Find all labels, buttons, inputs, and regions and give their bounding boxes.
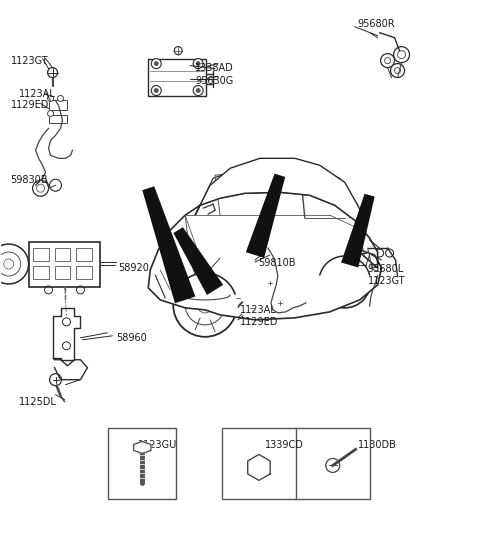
Circle shape (376, 249, 384, 257)
Polygon shape (142, 187, 202, 306)
Circle shape (381, 54, 395, 68)
Bar (29, 242, 100, 287)
Circle shape (274, 271, 278, 276)
Circle shape (268, 295, 278, 305)
Circle shape (277, 309, 282, 315)
Circle shape (339, 276, 351, 288)
Circle shape (384, 57, 391, 64)
Text: 58960: 58960 (116, 333, 147, 343)
Text: 1129ED: 1129ED (240, 317, 278, 327)
Polygon shape (248, 455, 270, 480)
Bar (76, 248, 93, 261)
Circle shape (0, 252, 21, 276)
Circle shape (185, 285, 225, 325)
Circle shape (253, 461, 265, 473)
Text: 1123GT: 1123GT (368, 276, 405, 286)
Polygon shape (173, 227, 228, 299)
Circle shape (291, 303, 301, 313)
Circle shape (49, 179, 61, 191)
Circle shape (58, 95, 63, 101)
Circle shape (0, 244, 29, 284)
Circle shape (347, 245, 353, 251)
Text: 1123AL: 1123AL (240, 305, 277, 315)
Text: 58920: 58920 (119, 263, 149, 273)
Circle shape (319, 256, 371, 308)
Circle shape (193, 86, 203, 95)
Circle shape (395, 68, 400, 73)
Circle shape (256, 465, 262, 470)
Text: 1123GU: 1123GU (138, 440, 178, 450)
Circle shape (48, 110, 54, 116)
Circle shape (48, 95, 54, 101)
Bar (33, 266, 48, 279)
Bar (48, 100, 67, 110)
Bar (55, 248, 71, 261)
Text: 59810B: 59810B (258, 258, 296, 268)
Circle shape (154, 62, 158, 65)
Circle shape (197, 297, 213, 313)
Circle shape (293, 306, 299, 310)
Polygon shape (148, 192, 382, 320)
Circle shape (326, 458, 340, 472)
Circle shape (196, 62, 200, 65)
Bar (76, 266, 93, 279)
Polygon shape (336, 194, 375, 269)
Circle shape (36, 184, 45, 192)
Text: 1125DL: 1125DL (19, 397, 57, 407)
Circle shape (270, 297, 276, 302)
Text: 95630G: 95630G (195, 76, 233, 86)
Text: 1338AD: 1338AD (195, 63, 234, 72)
Circle shape (329, 266, 360, 298)
Text: 59830B: 59830B (11, 175, 48, 185)
Bar (108, 428, 176, 500)
Circle shape (196, 88, 200, 93)
Polygon shape (240, 174, 285, 260)
Circle shape (4, 259, 13, 269)
Bar (222, 428, 370, 500)
Circle shape (154, 88, 158, 93)
Circle shape (193, 58, 203, 69)
Circle shape (397, 50, 406, 58)
Circle shape (385, 249, 394, 257)
Circle shape (237, 249, 243, 255)
Circle shape (33, 180, 48, 196)
Bar (48, 115, 67, 123)
Text: 95680L: 95680L (368, 264, 404, 274)
Circle shape (394, 47, 409, 63)
Circle shape (271, 268, 281, 278)
Bar (55, 266, 71, 279)
Circle shape (151, 86, 161, 95)
Text: 1123AL: 1123AL (19, 88, 55, 99)
Circle shape (275, 307, 285, 317)
Text: 1130DB: 1130DB (358, 440, 396, 450)
Circle shape (173, 273, 237, 337)
Bar (33, 248, 48, 261)
Polygon shape (195, 158, 368, 225)
Polygon shape (133, 442, 151, 453)
Circle shape (217, 255, 223, 261)
Text: 1129ED: 1129ED (11, 100, 49, 110)
Bar (148, 58, 206, 96)
Circle shape (391, 64, 405, 78)
Text: 1339CD: 1339CD (265, 440, 304, 450)
Circle shape (151, 58, 161, 69)
Text: 95680R: 95680R (358, 19, 396, 29)
Text: 1123GT: 1123GT (11, 56, 48, 65)
